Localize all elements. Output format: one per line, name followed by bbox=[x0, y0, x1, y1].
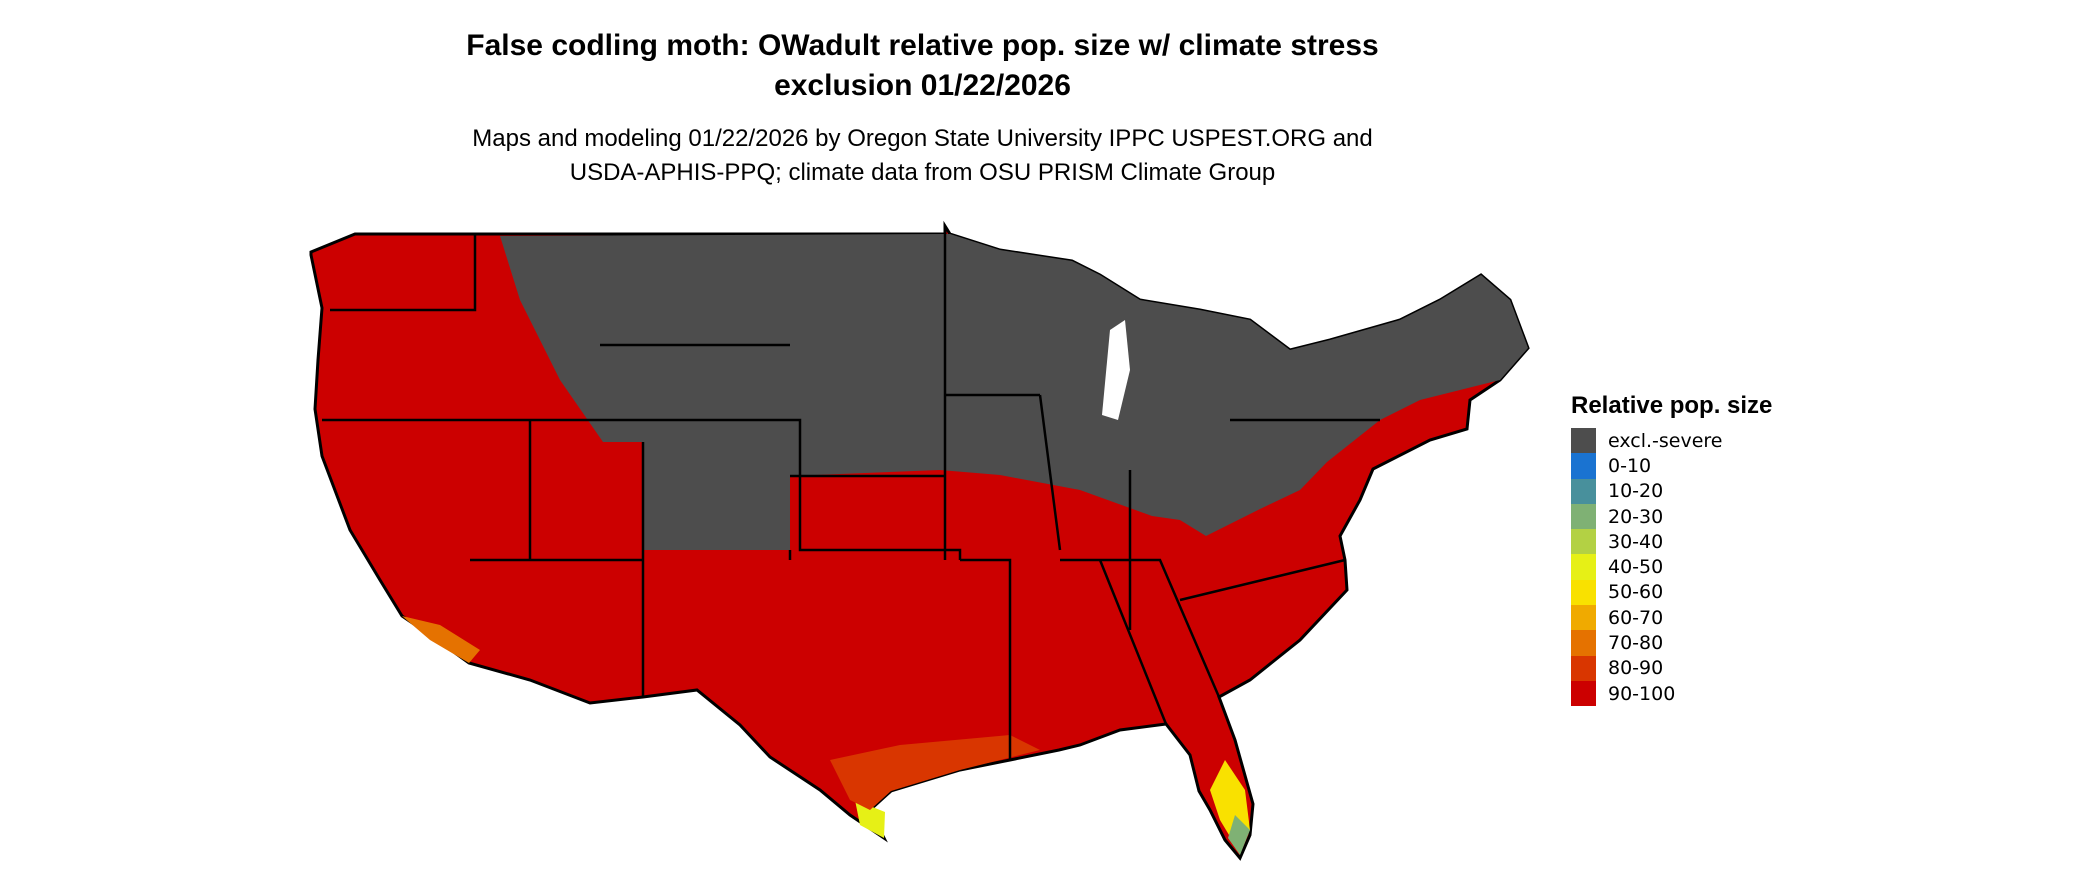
legend-label: excl.-severe bbox=[1608, 429, 1723, 452]
legend-swatch bbox=[1571, 605, 1596, 631]
legend-swatch bbox=[1571, 529, 1596, 555]
subtitle-line-1: Maps and modeling 01/22/2026 by Oregon S… bbox=[472, 125, 1373, 152]
florida-tip-low bbox=[1228, 815, 1250, 855]
legend-item: 10-20 bbox=[1571, 478, 1772, 504]
legend-item: 30-40 bbox=[1571, 529, 1772, 555]
legend-item: excl.-severe bbox=[1571, 428, 1772, 454]
legend-item: 20-30 bbox=[1571, 503, 1772, 530]
legend-label: 10-20 bbox=[1608, 480, 1664, 503]
legend-label: 20-30 bbox=[1608, 505, 1664, 528]
texas-coast-orange bbox=[830, 735, 1040, 810]
legend-label: 50-60 bbox=[1608, 581, 1664, 604]
legend-label: 0-10 bbox=[1608, 454, 1652, 477]
legend-label: 80-90 bbox=[1608, 657, 1664, 680]
legend-item: 50-60 bbox=[1571, 579, 1772, 606]
legend-swatch bbox=[1571, 478, 1596, 504]
legend-swatch bbox=[1571, 579, 1596, 606]
legend: Relative pop. size excl.-severe 0-10 10-20… bbox=[1571, 392, 1773, 707]
legend-swatch bbox=[1571, 503, 1596, 530]
legend-item: 0-10 bbox=[1571, 453, 1772, 479]
legend-label: 40-50 bbox=[1608, 556, 1664, 579]
texas-tip-yellow bbox=[855, 800, 885, 838]
map-title: False codling moth: OWadult relative pop… bbox=[300, 26, 1545, 106]
legend-label: 90-100 bbox=[1608, 682, 1676, 705]
legend-item: 90-100 bbox=[1571, 680, 1772, 707]
legend-swatch bbox=[1571, 630, 1596, 656]
state-borders bbox=[322, 234, 1380, 760]
legend-title: Relative pop. size bbox=[1571, 392, 1773, 419]
legend-label: 70-80 bbox=[1608, 632, 1664, 655]
title-line-1: False codling moth: OWadult relative pop… bbox=[466, 29, 1379, 62]
legend-item: 80-90 bbox=[1571, 655, 1772, 681]
legend-swatch bbox=[1571, 680, 1596, 707]
subtitle-line-2: USDA-APHIS-PPQ; climate data from OSU PR… bbox=[569, 159, 1276, 186]
legend-item: 70-80 bbox=[1571, 630, 1772, 656]
legend-swatch bbox=[1571, 453, 1596, 479]
legend-swatch bbox=[1571, 655, 1596, 681]
lake-michigan bbox=[1102, 320, 1130, 420]
socal-orange bbox=[402, 616, 480, 663]
excluded-region-gray bbox=[500, 234, 1528, 550]
legend-swatch bbox=[1571, 428, 1596, 454]
legend-label: 60-70 bbox=[1608, 606, 1664, 629]
title-line-2: exclusion 01/22/2026 bbox=[774, 69, 1071, 102]
legend-label: 30-40 bbox=[1608, 530, 1664, 553]
legend-swatch bbox=[1571, 554, 1596, 580]
map-subtitle: Maps and modeling 01/22/2026 by Oregon S… bbox=[300, 122, 1545, 190]
legend-item: 40-50 bbox=[1571, 554, 1772, 580]
legend-item: 60-70 bbox=[1571, 605, 1772, 631]
